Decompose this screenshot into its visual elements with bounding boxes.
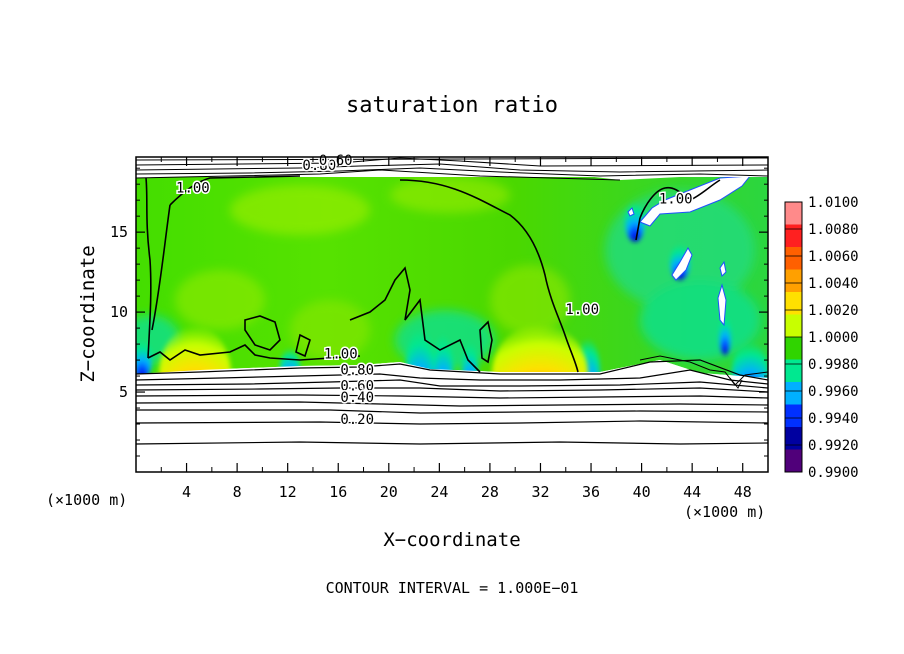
colorbar-segment	[785, 247, 802, 270]
colorbar-label: 1.0020	[808, 303, 859, 319]
colorbar-segment	[785, 224, 802, 248]
x-tick-label: 8	[233, 483, 242, 501]
contour-interval-note: CONTOUR INTERVAL = 1.000E−01	[326, 579, 579, 597]
contour-label: 1.00	[659, 192, 693, 208]
x-tick-label: 4	[182, 483, 191, 501]
x-tick-label: 44	[683, 483, 701, 501]
x-tick-label: 28	[481, 483, 499, 501]
y-tick-label: 10	[110, 303, 128, 321]
colorbar-label: 1.0000	[808, 330, 859, 346]
colorbar-segment	[785, 427, 802, 450]
chart-title: saturation ratio	[346, 93, 558, 118]
contour-label: 0.60	[319, 153, 353, 169]
colorbar-segment	[785, 314, 802, 338]
contour-label: 1.00	[176, 180, 210, 196]
colorbar-segment	[785, 359, 802, 383]
colorbar-label: 0.9900	[808, 465, 859, 481]
y-tick-label: 5	[119, 383, 128, 401]
x-unit-right: (×1000 m)	[684, 503, 765, 521]
contour-label: 0.80	[302, 158, 336, 174]
contour-label: 1.00	[565, 302, 599, 318]
colorbar-label: 0.9980	[808, 357, 859, 373]
x-tick-label: 40	[633, 483, 651, 501]
contour-label: 0.40	[340, 390, 374, 406]
x-tick-label: 48	[734, 483, 752, 501]
y-tick-label: 15	[110, 223, 128, 241]
colorbar-label: 1.0080	[808, 222, 859, 238]
x-tick-label: 16	[329, 483, 347, 501]
x-tick-label: 20	[380, 483, 398, 501]
colorbar-segment	[785, 449, 802, 473]
x-tick-label: 12	[279, 483, 297, 501]
colorbar-segment	[785, 202, 802, 225]
plot-frame	[135, 156, 769, 473]
y-axis-title: Z−coordinate	[77, 245, 99, 382]
colorbar-label: 0.9920	[808, 438, 859, 454]
x-tick-label: 36	[582, 483, 600, 501]
colorbar-segment	[785, 292, 802, 315]
colorbar-label: 1.0040	[808, 276, 859, 292]
x-axis-title: X−coordinate	[383, 529, 520, 551]
colorbar-label: 1.0060	[808, 249, 859, 265]
x-axis: 4 8 12 16 20 24 28 32 36 40 44 48	[160, 157, 752, 501]
colorbar-segment	[785, 269, 802, 293]
colorbar-segment	[785, 382, 802, 405]
colorbar-segment	[785, 337, 802, 360]
colorbar: 1.0100 1.0080 1.0060 1.0040 1.0020 1.0000 0.99…	[784, 195, 859, 481]
colorbar-label: 0.9960	[808, 384, 859, 400]
contour-label: 0.80	[340, 363, 374, 379]
y-axis: 5 10 15	[110, 167, 768, 457]
x-tick-label: 24	[430, 483, 448, 501]
colorbar-label: 0.9940	[808, 411, 859, 427]
colorbar-label: 1.0100	[808, 195, 859, 211]
plot-field	[136, 157, 768, 472]
x-unit-left: (×1000 m)	[46, 491, 127, 509]
contour-label: 0.20	[340, 412, 374, 428]
x-tick-label: 32	[531, 483, 549, 501]
contour-label: 1.00	[324, 347, 358, 363]
contour-label: 0.60	[340, 379, 374, 395]
colorbar-segment	[785, 404, 802, 428]
